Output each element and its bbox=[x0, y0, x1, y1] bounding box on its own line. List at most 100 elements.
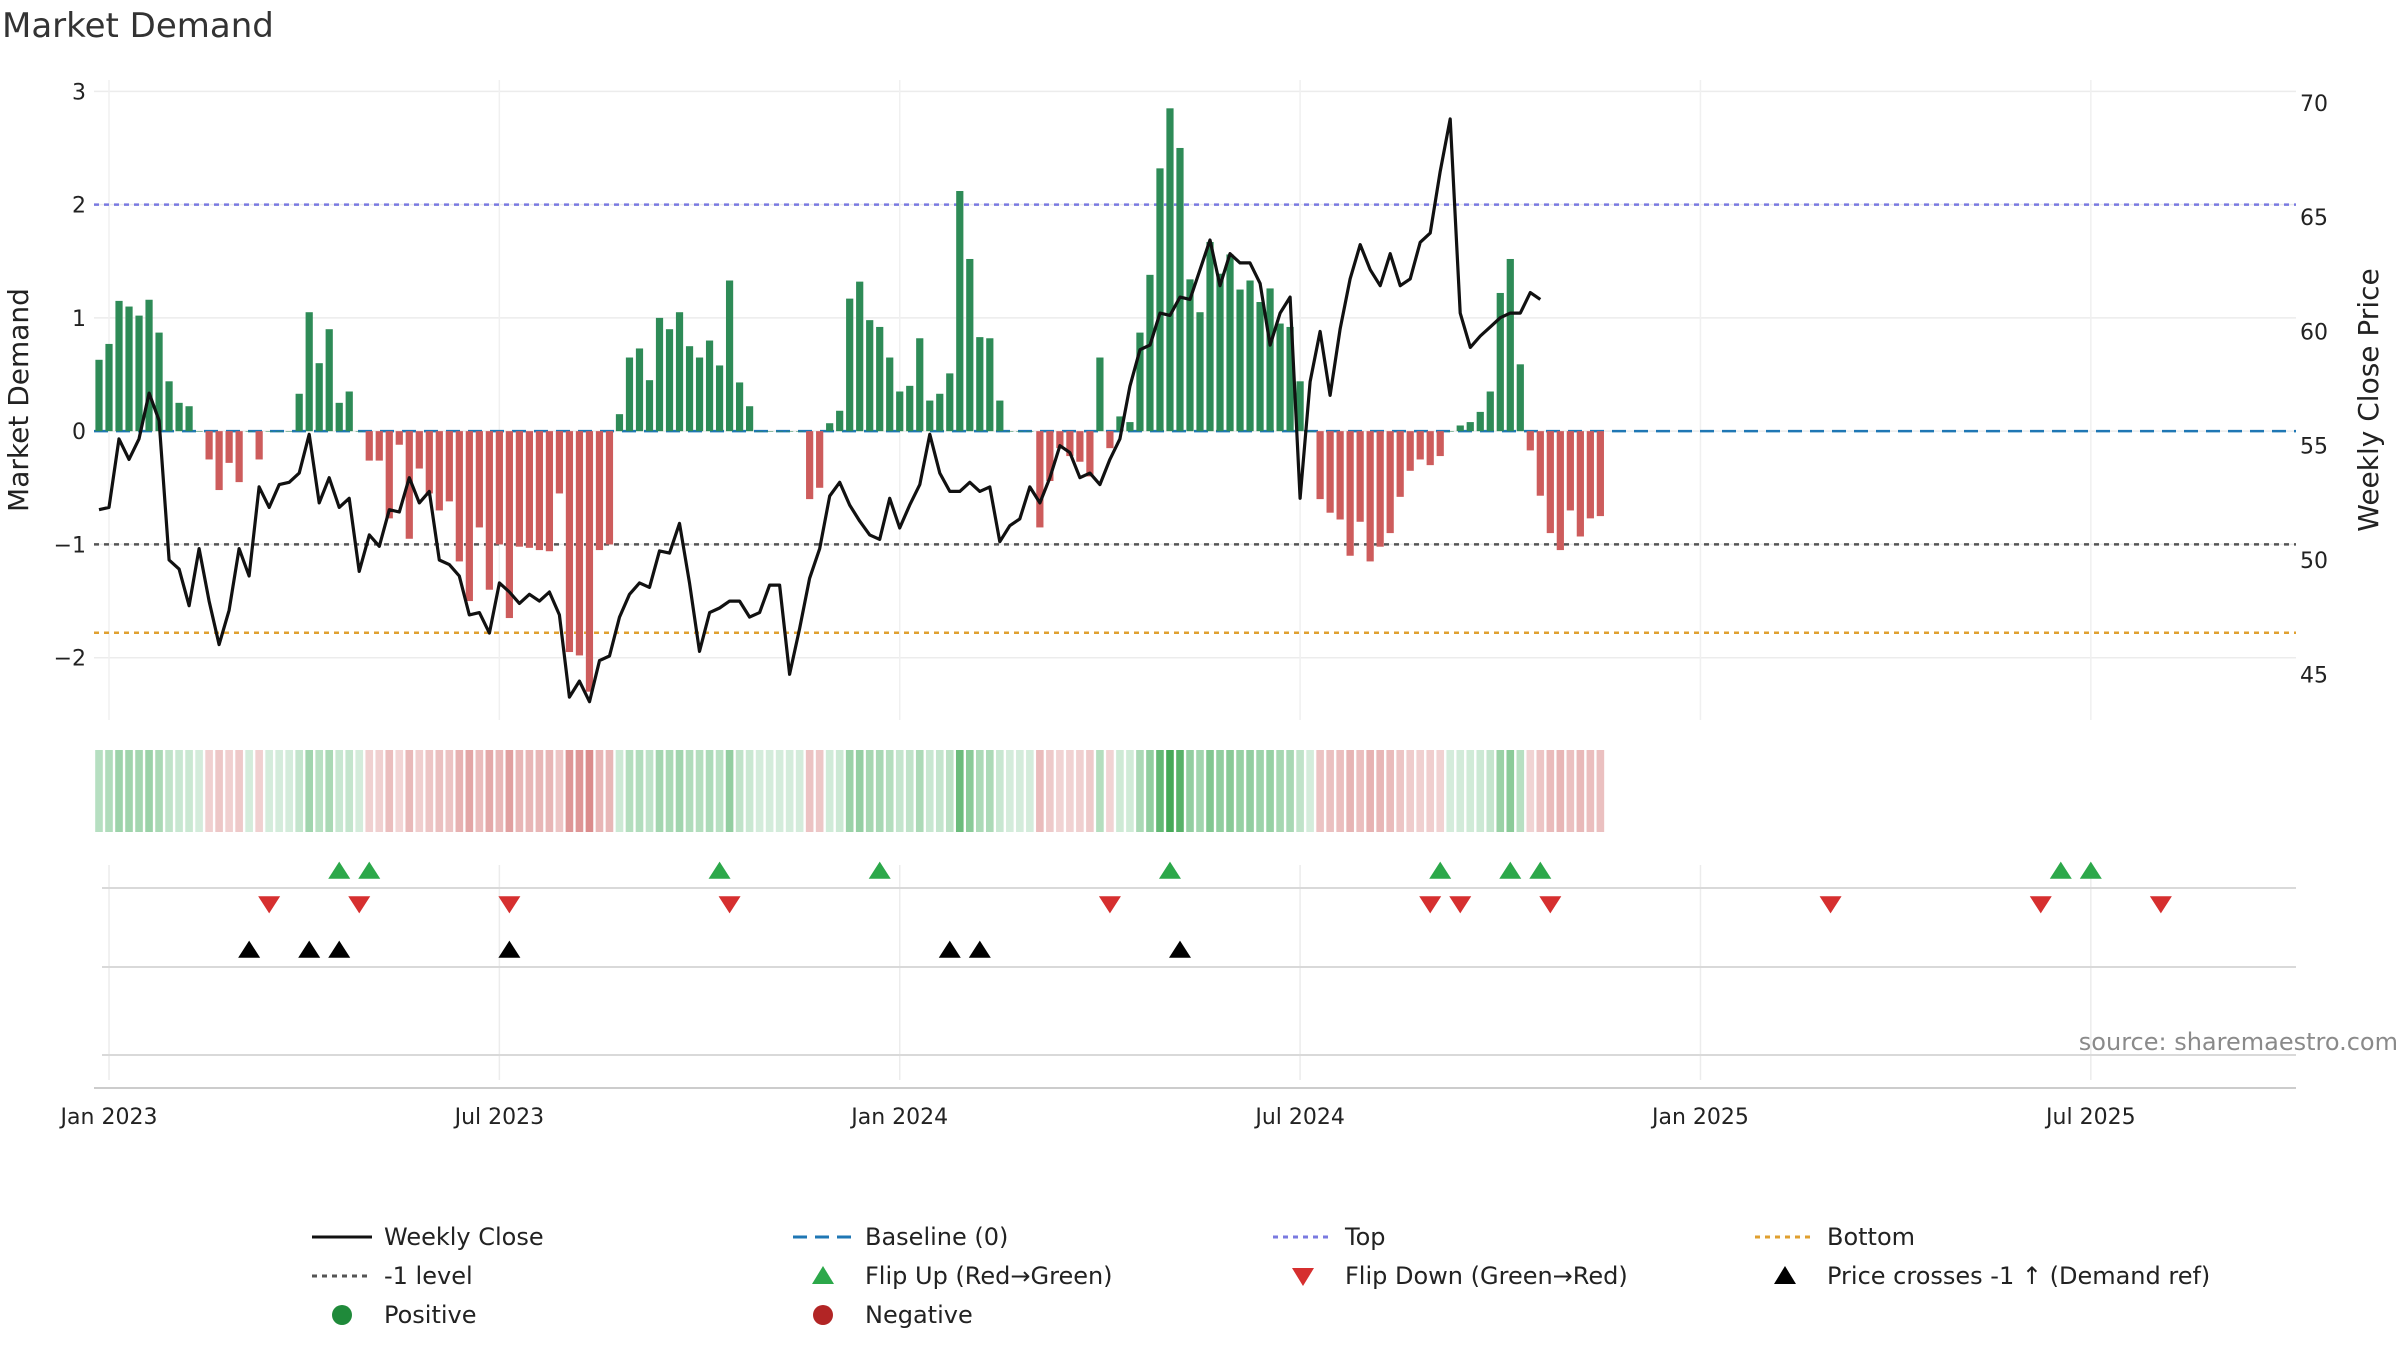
heat-cell bbox=[875, 750, 884, 832]
heat-cell bbox=[1416, 750, 1425, 832]
heat-cell bbox=[95, 750, 103, 832]
demand-bar bbox=[1446, 431, 1454, 432]
flip-up-marker bbox=[2079, 861, 2102, 879]
demand-bar bbox=[1576, 431, 1584, 537]
heat-cell bbox=[285, 750, 293, 832]
heat-cell bbox=[1426, 750, 1435, 832]
heat-cell bbox=[435, 750, 444, 832]
heat-cell bbox=[325, 750, 334, 832]
demand-bar bbox=[766, 431, 774, 432]
y2-tick-label: 45 bbox=[2300, 663, 2328, 688]
demand-bar bbox=[625, 357, 634, 432]
heat-cell bbox=[245, 750, 253, 832]
demand-bar bbox=[715, 365, 724, 432]
x-tick-label: Jul 2024 bbox=[1253, 1105, 1345, 1130]
heat-cell bbox=[225, 750, 233, 832]
event-markers bbox=[94, 861, 2296, 1089]
source-label: source: sharemaestro.com bbox=[2079, 1028, 2398, 1056]
demand-bar bbox=[1346, 431, 1354, 556]
x-tick-label: Jul 2023 bbox=[453, 1105, 545, 1130]
legend-swatch bbox=[332, 1305, 352, 1325]
demand-bar bbox=[575, 431, 584, 656]
demand-bar bbox=[685, 346, 694, 432]
heat-cell bbox=[445, 750, 454, 832]
demand-bar bbox=[856, 281, 864, 432]
heat-cell bbox=[1596, 750, 1605, 832]
price-cross-marker bbox=[1168, 940, 1191, 958]
heat-cell bbox=[1436, 750, 1445, 832]
heat-cell bbox=[1356, 750, 1364, 832]
demand-bar bbox=[105, 343, 113, 432]
weekly-close-line bbox=[98, 117, 1542, 704]
flip-up-marker bbox=[1158, 861, 1181, 879]
heat-cell bbox=[825, 750, 834, 832]
heat-cell bbox=[935, 750, 944, 832]
demand-bar bbox=[155, 332, 163, 432]
demand-bar bbox=[355, 431, 363, 432]
flip-up-marker bbox=[358, 861, 381, 879]
demand-bar bbox=[365, 431, 373, 461]
legend-label: Flip Down (Green→Red) bbox=[1345, 1262, 1628, 1290]
heat-cell bbox=[1236, 750, 1244, 832]
demand-bar bbox=[175, 402, 183, 432]
demand-bar bbox=[1126, 422, 1134, 432]
heat-cell bbox=[1456, 750, 1465, 832]
heat-cell bbox=[465, 750, 474, 832]
demand-bar bbox=[415, 431, 423, 469]
heat-cell bbox=[1496, 750, 1505, 832]
heat-cell bbox=[405, 750, 414, 832]
demand-bar bbox=[515, 431, 523, 547]
y2-axis-label: Weekly Close Price bbox=[2352, 268, 2385, 531]
heat-cell bbox=[555, 750, 564, 832]
demand-bar bbox=[495, 431, 503, 545]
heat-cell bbox=[1326, 750, 1334, 832]
demand-bar bbox=[1176, 147, 1184, 432]
heat-cell bbox=[775, 750, 784, 832]
flip-down-marker bbox=[1539, 896, 1562, 914]
heat-cell bbox=[815, 750, 824, 832]
demand-bar bbox=[1016, 431, 1024, 432]
demand-bar bbox=[285, 431, 293, 432]
heat-cell bbox=[545, 750, 554, 832]
demand-bar bbox=[1376, 431, 1384, 547]
heat-cell bbox=[565, 750, 574, 832]
heat-cell bbox=[345, 750, 354, 832]
legend-label: -1 level bbox=[384, 1262, 473, 1290]
demand-bar bbox=[435, 431, 443, 511]
y2-tick-label: 60 bbox=[2300, 320, 2328, 345]
demand-bar bbox=[315, 363, 323, 432]
heat-cell bbox=[755, 750, 764, 832]
demand-bar bbox=[645, 380, 654, 432]
price-cross-marker bbox=[238, 940, 261, 958]
heat-cell bbox=[1106, 750, 1114, 832]
demand-bar bbox=[1546, 431, 1554, 534]
heat-cell bbox=[655, 750, 664, 832]
demand-bar bbox=[675, 312, 684, 432]
heat-cell bbox=[685, 750, 694, 832]
demand-bar bbox=[505, 431, 513, 619]
demand-bar bbox=[1206, 241, 1214, 432]
heat-cell bbox=[145, 750, 153, 832]
heat-cell bbox=[705, 750, 714, 832]
heat-cell bbox=[1386, 750, 1394, 832]
demand-bar bbox=[385, 431, 393, 519]
y2-tick-label: 70 bbox=[2300, 92, 2328, 117]
demand-bar bbox=[1396, 431, 1404, 497]
legend-label: Negative bbox=[865, 1301, 973, 1329]
legend-item: Flip Down (Green→Red) bbox=[1292, 1262, 1628, 1290]
demand-bar bbox=[255, 431, 263, 460]
demand-bar bbox=[145, 299, 153, 432]
demand-bar bbox=[1326, 431, 1334, 513]
heat-cell bbox=[455, 750, 464, 832]
heat-cell bbox=[1266, 750, 1274, 832]
demand-bar bbox=[595, 431, 604, 551]
flip-down-marker bbox=[1098, 896, 1121, 914]
heat-cell bbox=[1176, 750, 1184, 832]
heat-cell bbox=[845, 750, 854, 832]
demand-bar bbox=[205, 431, 213, 460]
heat-cell bbox=[175, 750, 183, 832]
demand-bar bbox=[565, 431, 574, 653]
demand-bar bbox=[475, 431, 483, 528]
demand-bar bbox=[545, 431, 554, 552]
heat-cell bbox=[1346, 750, 1354, 832]
